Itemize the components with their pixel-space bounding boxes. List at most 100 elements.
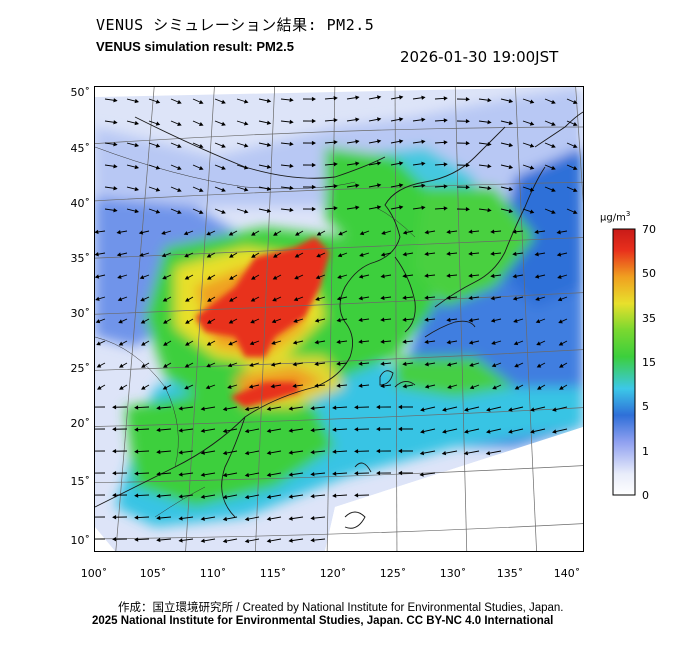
wind-arrow-head bbox=[270, 383, 275, 389]
wind-arrow-head bbox=[177, 209, 182, 214]
wind-arrow-head bbox=[358, 295, 363, 301]
wind-arrow-head bbox=[249, 362, 254, 367]
wind-arrow-head bbox=[443, 96, 448, 101]
wind-arrow-head bbox=[138, 230, 144, 235]
wind-arrow-head bbox=[310, 449, 315, 455]
wind-arrow-head bbox=[513, 318, 518, 323]
wind-arrow-head bbox=[380, 383, 385, 389]
wind-arrow-head bbox=[113, 142, 118, 147]
wind-arrow-head bbox=[402, 383, 407, 389]
wind-arrow-head bbox=[310, 405, 315, 411]
wind-arrow-head bbox=[513, 341, 519, 346]
wind-arrow-head bbox=[244, 99, 249, 104]
wind-arrow-head bbox=[557, 297, 563, 302]
wind-arrow-head bbox=[514, 385, 520, 390]
wind-arrow-head bbox=[222, 538, 228, 544]
wind-arrow-head bbox=[292, 361, 297, 367]
wind-arrow-head bbox=[551, 209, 556, 214]
wind-arrow-head bbox=[134, 493, 139, 498]
wind-arrow-head bbox=[315, 275, 321, 280]
wind-arrow-head bbox=[490, 229, 495, 234]
wind-arrow-head bbox=[119, 385, 124, 390]
wind-arrow-head bbox=[184, 275, 190, 280]
wind-arrow-head bbox=[177, 121, 182, 126]
wind-arrow-head bbox=[402, 317, 407, 322]
wind-arrow-head bbox=[266, 164, 272, 169]
wind-arrow-head bbox=[244, 450, 250, 456]
wind-arrow-head bbox=[534, 229, 539, 235]
wind-vectors bbox=[95, 95, 578, 544]
wind-arrow-head bbox=[491, 340, 496, 345]
wind-arrow-head bbox=[399, 117, 404, 122]
wind-arrow-head bbox=[557, 274, 562, 279]
wind-arrow-head bbox=[206, 341, 212, 346]
wind-arrow-head bbox=[249, 341, 255, 346]
lon-tick-label: 125˚ bbox=[379, 567, 407, 580]
wind-arrow-head bbox=[311, 140, 316, 146]
wind-arrow-head bbox=[558, 341, 564, 346]
wind-arrow-head bbox=[221, 99, 226, 104]
pm25-map bbox=[94, 86, 584, 552]
wind-arrow-head bbox=[221, 121, 226, 126]
wind-arrow-head bbox=[97, 385, 102, 390]
wind-arrow-head bbox=[177, 165, 182, 170]
wind-arrow-head bbox=[288, 406, 293, 411]
wind-arrow-head bbox=[134, 515, 139, 520]
wind-arrow-head bbox=[134, 449, 139, 454]
colorbar-label: 0 bbox=[642, 489, 649, 502]
wind-arrow-head bbox=[529, 143, 535, 148]
wind-arrow-head bbox=[289, 185, 294, 191]
wind-arrow-head bbox=[95, 296, 100, 301]
wind-arrow-head bbox=[508, 142, 514, 148]
wind-arrow-head bbox=[487, 119, 492, 125]
wind-arrow-head bbox=[199, 143, 204, 149]
wind-arrow-head bbox=[229, 275, 234, 280]
wind-arrow-head bbox=[573, 209, 578, 215]
wind-arrow-head bbox=[288, 516, 293, 521]
wind-arrow-head bbox=[314, 383, 319, 388]
wind-arrow-head bbox=[551, 187, 556, 192]
wind-arrow-head bbox=[155, 99, 161, 104]
wind-arrow-head bbox=[398, 470, 403, 476]
wind-arrow-head bbox=[134, 142, 139, 148]
wind-arrow-head bbox=[465, 163, 470, 168]
wind-arrow-head bbox=[573, 143, 578, 149]
wind-arrow-head bbox=[354, 427, 359, 432]
wind-arrow-head bbox=[184, 363, 190, 368]
wind-arrow-head bbox=[311, 162, 316, 168]
map-svg bbox=[95, 87, 583, 551]
wind-arrow-head bbox=[200, 494, 205, 499]
wind-arrow-head bbox=[185, 297, 190, 302]
wind-arrow-head bbox=[468, 340, 474, 345]
wind-arrow-head bbox=[535, 296, 540, 301]
wind-arrow-head bbox=[113, 208, 118, 213]
wind-arrow-head bbox=[424, 273, 429, 278]
wind-arrow-head bbox=[464, 429, 469, 434]
wind-arrow-head bbox=[508, 98, 514, 104]
wind-arrow-head bbox=[250, 319, 255, 324]
wind-arrow-head bbox=[292, 383, 297, 389]
wind-arrow-head bbox=[314, 339, 319, 345]
wind-arrow-head bbox=[399, 139, 404, 144]
wind-arrow-head bbox=[376, 426, 381, 432]
wind-arrow-head bbox=[332, 449, 337, 454]
wind-arrow-head bbox=[443, 140, 448, 145]
wind-arrow-head bbox=[311, 184, 316, 190]
wind-arrow-head bbox=[490, 295, 495, 301]
wind-arrow-head bbox=[156, 471, 161, 477]
wind-arrow-head bbox=[381, 230, 386, 235]
wind-arrow-head bbox=[185, 341, 190, 346]
wind-arrow-head bbox=[112, 471, 117, 476]
wind-arrow-head bbox=[134, 537, 139, 542]
wind-arrow-head bbox=[399, 95, 404, 100]
wind-arrow-head bbox=[288, 428, 293, 433]
wind-arrow-head bbox=[443, 118, 448, 123]
wind-arrow-head bbox=[465, 97, 470, 102]
wind-arrow-head bbox=[134, 98, 139, 104]
wind-arrow-head bbox=[228, 231, 234, 236]
wind-arrow-head bbox=[421, 161, 426, 166]
wind-arrow-head bbox=[486, 407, 491, 412]
wind-arrow-head bbox=[294, 253, 300, 258]
wind-arrow-head bbox=[402, 339, 407, 344]
wind-arrow-head bbox=[177, 187, 182, 192]
